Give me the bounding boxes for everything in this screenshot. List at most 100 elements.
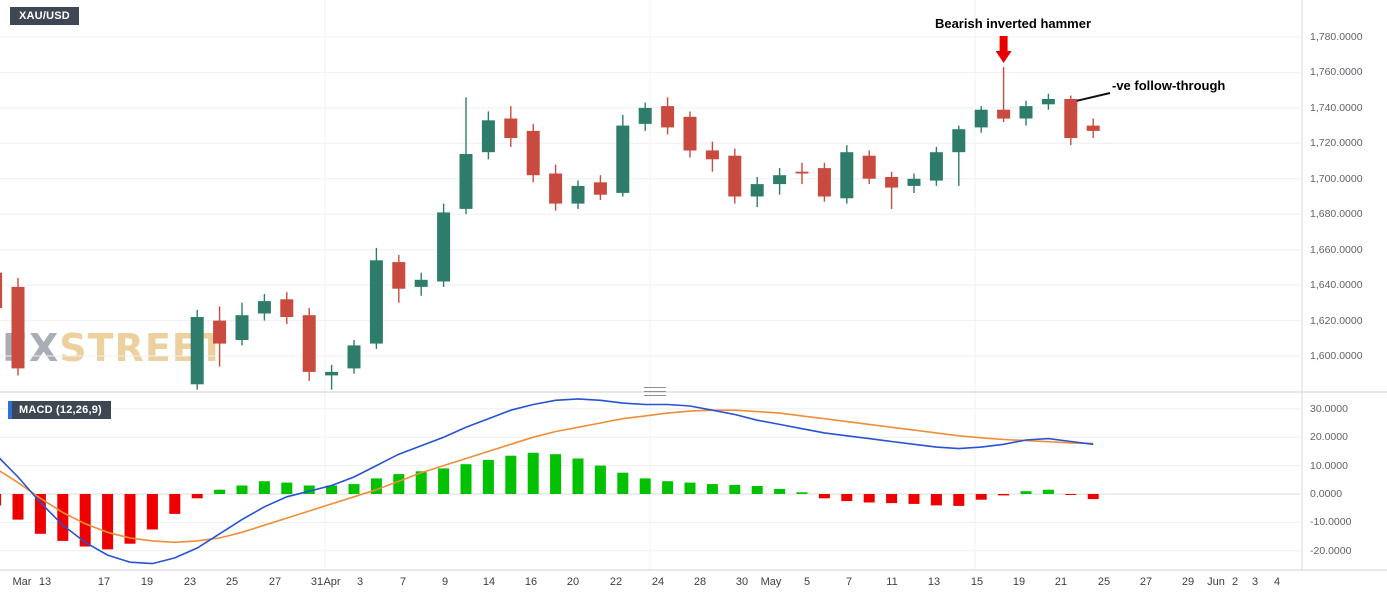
macd-histogram-bar (684, 482, 696, 494)
panel-resize-grip[interactable] (644, 387, 666, 396)
candle-body (526, 130, 540, 176)
annotation-bearish-inverted-hammer: Bearish inverted hammer (934, 16, 1092, 31)
macd-histogram-bar (930, 494, 942, 506)
macd-histogram-bar (908, 494, 920, 504)
macd-histogram-bar (1020, 491, 1032, 494)
candle-body (817, 168, 831, 197)
candle-body (773, 175, 787, 185)
macd-histogram-bar (482, 459, 494, 494)
macd-histogram-bar (370, 478, 382, 494)
macd-histogram-bar (639, 478, 651, 494)
watermark-fx: FX (2, 326, 60, 370)
macd-histogram-bar (57, 494, 69, 541)
candle-body (571, 185, 585, 204)
candle-body (504, 118, 518, 138)
macd-histogram-bar (706, 484, 718, 494)
macd-histogram-bar (863, 494, 875, 503)
macd-histogram-bar (460, 464, 472, 494)
candle-body (280, 299, 294, 317)
macd-histogram-bar (796, 492, 808, 494)
candle-body (750, 184, 764, 197)
candle-body (0, 272, 3, 309)
candle-body (952, 129, 966, 153)
macd-histogram-bar (12, 494, 24, 520)
candle-body (1041, 99, 1055, 105)
candle-body (1064, 99, 1078, 138)
macd-histogram-bar (662, 481, 674, 494)
macd-histogram-bar (550, 454, 562, 494)
candle-body (302, 315, 316, 372)
macd-histogram-bar (415, 471, 427, 494)
candle-body (257, 301, 271, 314)
candle-body (392, 262, 406, 289)
macd-histogram-bar (438, 468, 450, 494)
macd-histogram-bar (975, 494, 987, 500)
macd-indicator-badge[interactable]: MACD (12,26,9) (8, 401, 111, 419)
macd-histogram-bar (191, 494, 203, 499)
candle-body (11, 286, 25, 369)
candle-body (997, 109, 1011, 119)
macd-histogram-bar (1065, 494, 1077, 495)
macd-histogram-bar (818, 494, 830, 499)
candle-body (885, 177, 899, 188)
candle-body (907, 178, 921, 186)
candle-body (638, 107, 652, 124)
candle-body (616, 125, 630, 193)
candle-body (549, 173, 563, 204)
candle-body (974, 109, 988, 128)
macd-histogram-bar (617, 472, 629, 494)
candle-body (235, 315, 249, 340)
macd-histogram-bar (79, 494, 91, 547)
candle-body (213, 320, 227, 344)
annotation-negative-follow-through: -ve follow-through (1112, 78, 1226, 93)
candle-body (1019, 106, 1033, 119)
follow-through-pointer-line (1076, 92, 1111, 102)
macd-histogram-bar (146, 494, 158, 530)
macd-histogram-bar (281, 482, 293, 494)
macd-histogram-bar (34, 494, 46, 534)
candle-body (593, 182, 607, 195)
bearish-hammer-arrow-icon (995, 36, 1012, 63)
macd-histogram-bar (572, 458, 584, 494)
macd-histogram-bar (729, 484, 741, 494)
signal-line (0, 409, 1094, 544)
macd-histogram-bar (527, 452, 539, 494)
candle-body (190, 317, 204, 385)
macd-histogram-bar (774, 488, 786, 494)
macd-histogram-bar (1042, 489, 1054, 494)
macd-histogram-bar (393, 474, 405, 494)
candle-body (683, 116, 697, 151)
macd-histogram-bar (102, 494, 114, 550)
macd-histogram-bar (953, 494, 965, 506)
symbol-badge[interactable]: XAU/USD (10, 7, 79, 25)
candle-body (728, 155, 742, 197)
candle-body (325, 371, 339, 376)
macd-histogram-bar (1087, 494, 1099, 500)
candle-body (369, 260, 383, 344)
macd-histogram-bar (348, 484, 360, 494)
candle-body (929, 152, 943, 181)
macd-line (0, 398, 1094, 565)
macd-histogram-bar (236, 485, 248, 494)
candle-body (840, 152, 854, 199)
macd-histogram-bar (751, 486, 763, 494)
macd-histogram-bar (886, 494, 898, 504)
candle-body (481, 120, 495, 153)
macd-histogram-bar (841, 494, 853, 502)
macd-histogram-bar (169, 494, 181, 514)
candle-body (795, 171, 809, 174)
candle-body (705, 150, 719, 160)
candle-body (437, 212, 451, 282)
candle-body (661, 106, 675, 128)
candle-body (1086, 125, 1100, 131)
macd-histogram-bar (505, 455, 517, 494)
macd-histogram-bar (594, 465, 606, 494)
macd-histogram-bar (0, 494, 2, 506)
candle-body (459, 154, 473, 209)
candle-body (862, 155, 876, 179)
macd-histogram-bar (214, 489, 226, 494)
macd-histogram-bar (326, 485, 338, 494)
macd-histogram-bar (998, 494, 1010, 496)
